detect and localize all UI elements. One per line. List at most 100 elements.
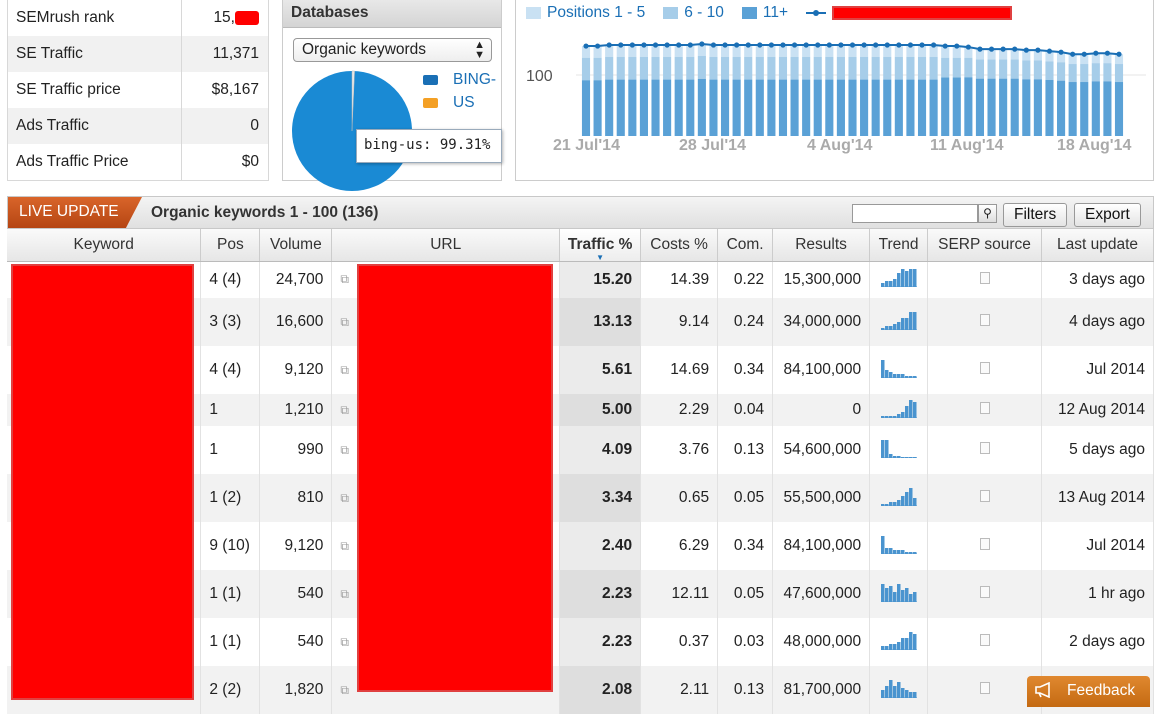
chart-bar-segment[interactable] xyxy=(767,45,776,57)
chart-bar-segment[interactable] xyxy=(605,45,614,57)
trend-sparkline[interactable] xyxy=(880,678,917,698)
chart-bar-segment[interactable] xyxy=(663,79,672,136)
chart-bar-segment[interactable] xyxy=(1033,60,1042,80)
chart-bar-segment[interactable] xyxy=(883,56,892,80)
document-icon[interactable] xyxy=(979,634,990,646)
document-icon[interactable] xyxy=(979,538,990,550)
external-link-icon[interactable]: ⧉ xyxy=(340,314,349,329)
chart-bar-segment[interactable] xyxy=(964,47,973,58)
chart-bar-segment[interactable] xyxy=(802,79,811,136)
chart-bar-segment[interactable] xyxy=(860,45,869,57)
document-icon[interactable] xyxy=(979,586,990,598)
chart-point[interactable] xyxy=(861,42,867,48)
chart-bar-segment[interactable] xyxy=(860,56,869,80)
export-button[interactable]: Export xyxy=(1074,203,1141,227)
chart-bar-segment[interactable] xyxy=(581,80,591,136)
chart-bar-segment[interactable] xyxy=(1080,64,1089,83)
trend-sparkline[interactable] xyxy=(880,534,917,554)
chart-bar-segment[interactable] xyxy=(605,56,614,80)
chart-point[interactable] xyxy=(687,42,693,48)
chart-bar-segment[interactable] xyxy=(1045,61,1054,81)
chart-point[interactable] xyxy=(1081,51,1087,57)
chart-bar-segment[interactable] xyxy=(883,79,892,136)
chart-bar-segment[interactable] xyxy=(1022,50,1031,61)
document-icon[interactable] xyxy=(979,490,990,502)
chart-bar-segment[interactable] xyxy=(1103,53,1112,64)
chart-point[interactable] xyxy=(699,41,705,47)
chart-bar-segment[interactable] xyxy=(744,56,753,80)
chart-bar-segment[interactable] xyxy=(697,55,706,79)
chart-bar-segment[interactable] xyxy=(894,56,903,80)
chart-bar-segment[interactable] xyxy=(593,80,602,136)
trend-sparkline[interactable] xyxy=(880,438,917,458)
chart-bar-segment[interactable] xyxy=(1057,52,1066,63)
chart-bar-segment[interactable] xyxy=(1022,79,1031,136)
chart-bar-segment[interactable] xyxy=(906,56,915,80)
chart-bar-segment[interactable] xyxy=(929,79,938,136)
chart-bar-segment[interactable] xyxy=(836,79,845,136)
chart-bar-segment[interactable] xyxy=(628,56,637,80)
chart-bar-segment[interactable] xyxy=(616,45,625,57)
chart-bar-segment[interactable] xyxy=(1091,81,1100,136)
chart-point[interactable] xyxy=(606,42,612,48)
chart-point[interactable] xyxy=(1035,47,1041,53)
chart-point[interactable] xyxy=(896,42,902,48)
chart-bar-segment[interactable] xyxy=(616,79,625,136)
chart-point[interactable] xyxy=(873,42,879,48)
chart-point[interactable] xyxy=(919,42,925,48)
chart-bar-segment[interactable] xyxy=(720,56,730,80)
chart-bar-segment[interactable] xyxy=(697,78,706,136)
chart-bar-segment[interactable] xyxy=(975,59,985,79)
trend-sparkline[interactable] xyxy=(880,582,917,602)
legend-item-pos1-5[interactable]: Positions 1 - 5 xyxy=(526,4,645,22)
chart-point[interactable] xyxy=(1116,51,1122,57)
chart-bar-segment[interactable] xyxy=(848,79,857,136)
chart-bar-segment[interactable] xyxy=(593,57,602,81)
chart-bar-segment[interactable] xyxy=(1091,53,1100,64)
chart-bar-segment[interactable] xyxy=(1068,64,1077,83)
chart-bar-segment[interactable] xyxy=(917,79,927,136)
chart-bar-segment[interactable] xyxy=(755,45,764,57)
external-link-icon[interactable]: ⧉ xyxy=(340,362,349,377)
external-link-icon[interactable]: ⧉ xyxy=(340,442,349,457)
chart-point[interactable] xyxy=(803,42,809,48)
chart-bar-segment[interactable] xyxy=(628,79,637,136)
chart-bar-segment[interactable] xyxy=(720,45,730,57)
chart-bar-segment[interactable] xyxy=(848,56,857,80)
chart-bar-segment[interactable] xyxy=(825,45,834,57)
chart-bar-segment[interactable] xyxy=(1080,54,1089,65)
feedback-button[interactable]: Feedback xyxy=(1027,676,1150,707)
chart-bar-segment[interactable] xyxy=(778,79,788,136)
col-url[interactable]: URL xyxy=(331,229,561,262)
chart-bar-segment[interactable] xyxy=(952,46,961,58)
col-traffic[interactable]: Traffic % ▼ xyxy=(559,229,642,262)
trend-sparkline[interactable] xyxy=(880,358,917,378)
chart-bar-segment[interactable] xyxy=(790,56,799,80)
chart-bar-segment[interactable] xyxy=(616,56,625,80)
chart-bar-segment[interactable] xyxy=(732,79,741,136)
chart-bar-segment[interactable] xyxy=(975,78,985,136)
external-link-icon[interactable]: ⧉ xyxy=(340,538,349,553)
chart-bar-segment[interactable] xyxy=(674,79,683,136)
chart-point[interactable] xyxy=(1023,47,1029,53)
chart-bar-segment[interactable] xyxy=(581,46,591,58)
chart-point[interactable] xyxy=(618,42,624,48)
chart-bar-segment[interactable] xyxy=(941,57,950,78)
chart-bar-segment[interactable] xyxy=(929,56,938,80)
search-icon[interactable]: ⚲ xyxy=(978,204,997,223)
chart-bar-segment[interactable] xyxy=(825,56,834,80)
chart-bar-segment[interactable] xyxy=(755,56,764,80)
chart-point[interactable] xyxy=(1093,50,1099,56)
chart-point[interactable] xyxy=(768,42,774,48)
chart-bar-segment[interactable] xyxy=(663,45,672,57)
col-results[interactable]: Results xyxy=(772,229,871,262)
chart-point[interactable] xyxy=(757,42,763,48)
chart-bar-segment[interactable] xyxy=(941,46,950,58)
external-link-icon[interactable]: ⧉ xyxy=(340,682,349,697)
chart-bar-segment[interactable] xyxy=(836,56,845,80)
chart-point[interactable] xyxy=(931,42,937,48)
external-link-icon[interactable]: ⧉ xyxy=(340,586,349,601)
document-icon[interactable] xyxy=(979,362,990,374)
chart-point[interactable] xyxy=(1058,49,1064,55)
chart-bar-segment[interactable] xyxy=(941,77,950,136)
